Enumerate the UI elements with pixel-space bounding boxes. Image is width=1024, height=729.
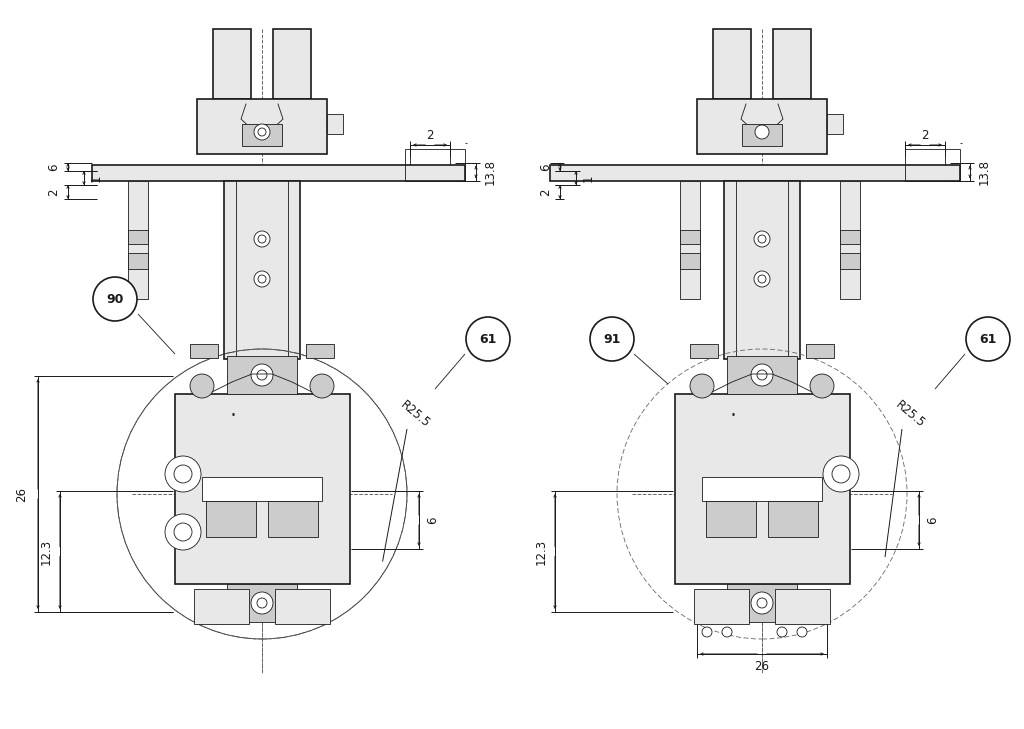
Circle shape <box>777 627 787 637</box>
Bar <box>827 114 843 134</box>
Circle shape <box>690 374 714 398</box>
Bar <box>694 589 749 624</box>
Circle shape <box>754 231 770 247</box>
Bar <box>275 589 330 624</box>
Bar <box>550 165 961 181</box>
Bar <box>727 584 797 622</box>
Bar <box>806 344 834 358</box>
Bar <box>227 356 297 394</box>
Bar <box>675 394 850 584</box>
Circle shape <box>165 514 201 550</box>
Circle shape <box>590 317 634 361</box>
Bar <box>680 181 700 299</box>
Bar <box>702 477 822 501</box>
Text: R25.5: R25.5 <box>893 398 928 430</box>
Circle shape <box>823 456 859 492</box>
Bar <box>306 344 334 358</box>
Text: 13.8: 13.8 <box>978 159 990 185</box>
Circle shape <box>254 124 270 140</box>
Bar <box>92 165 465 181</box>
Bar <box>224 181 300 359</box>
Circle shape <box>466 317 510 361</box>
Text: 1: 1 <box>582 174 595 182</box>
Bar <box>773 29 811 99</box>
Circle shape <box>810 374 834 398</box>
Circle shape <box>165 456 201 492</box>
Circle shape <box>754 271 770 287</box>
Text: 1: 1 <box>89 174 102 182</box>
Text: 6: 6 <box>427 516 439 523</box>
Bar <box>697 99 827 154</box>
Bar <box>273 29 311 99</box>
Bar <box>690 344 718 358</box>
Bar <box>242 124 282 146</box>
Bar <box>202 477 322 501</box>
Text: 61: 61 <box>979 332 996 346</box>
Text: 26: 26 <box>755 660 769 672</box>
Bar <box>775 589 830 624</box>
Bar <box>197 99 327 154</box>
Bar <box>128 181 148 299</box>
Text: 2: 2 <box>426 128 434 141</box>
Text: 2: 2 <box>47 188 60 196</box>
Text: R25.5: R25.5 <box>397 398 432 430</box>
Bar <box>175 394 350 584</box>
Bar <box>128 230 148 244</box>
Circle shape <box>702 627 712 637</box>
Text: 91: 91 <box>603 332 621 346</box>
Circle shape <box>722 627 732 637</box>
Bar <box>742 124 782 146</box>
Bar <box>840 253 860 269</box>
Circle shape <box>755 125 769 139</box>
Circle shape <box>751 364 773 386</box>
Text: 61: 61 <box>479 332 497 346</box>
Bar <box>840 230 860 244</box>
Text: 2: 2 <box>922 128 929 141</box>
Bar <box>194 589 249 624</box>
Bar <box>706 501 756 537</box>
Circle shape <box>251 364 273 386</box>
Text: 6: 6 <box>47 163 60 171</box>
Circle shape <box>797 627 807 637</box>
Circle shape <box>254 271 270 287</box>
Circle shape <box>251 592 273 614</box>
Bar <box>840 181 860 299</box>
Bar <box>128 253 148 269</box>
Text: 6: 6 <box>540 163 553 171</box>
Text: 12.3: 12.3 <box>40 539 52 564</box>
Bar <box>727 356 797 394</box>
Bar <box>768 501 818 537</box>
Bar <box>406 149 465 181</box>
Bar <box>327 114 343 134</box>
Text: 26: 26 <box>15 486 29 502</box>
Circle shape <box>310 374 334 398</box>
Bar <box>680 253 700 269</box>
Text: 2: 2 <box>540 188 553 196</box>
Bar <box>680 230 700 244</box>
Circle shape <box>93 277 137 321</box>
Bar <box>206 501 256 537</box>
Bar <box>713 29 751 99</box>
Text: 12.3: 12.3 <box>535 539 548 564</box>
Bar <box>724 181 800 359</box>
Circle shape <box>254 231 270 247</box>
Text: 6: 6 <box>927 516 939 523</box>
Bar <box>905 149 961 181</box>
Bar <box>268 501 318 537</box>
Bar <box>190 344 218 358</box>
Text: 90: 90 <box>106 292 124 305</box>
Text: 13.8: 13.8 <box>483 159 497 185</box>
Bar <box>227 584 297 622</box>
Circle shape <box>966 317 1010 361</box>
Circle shape <box>751 592 773 614</box>
Bar <box>213 29 251 99</box>
Circle shape <box>190 374 214 398</box>
